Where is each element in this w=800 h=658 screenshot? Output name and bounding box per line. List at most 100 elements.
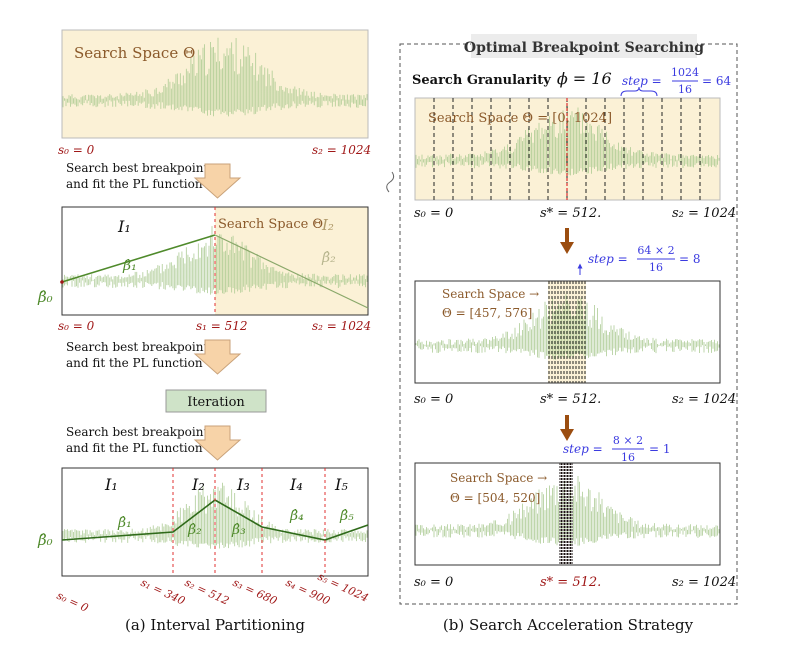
right-panel-2-step-result: = 8 (679, 252, 701, 266)
right-panel-3-range: Θ = [504, 520] (450, 491, 540, 505)
right-panel-2-search-label: Search Space → (442, 287, 539, 301)
iteration-box-frame (165, 389, 267, 413)
right-panel-2-grid-lines (548, 281, 586, 383)
right-panel-1-sstar-label: s* = 512. (540, 206, 601, 221)
right-panel-2-step-num: 64 × 2 (637, 244, 674, 257)
left-step-3: Search best breakpoint and fit the PL fu… (66, 425, 242, 461)
right-panel-2-sstar-label: s* = 512. (540, 392, 601, 407)
right-panel-3-step: step = 8 × 2 16 = 1 (563, 434, 671, 464)
left-panel-3-beta-3: β̂₃ (231, 522, 246, 538)
left-panel-3-interval-3: I₃ (236, 475, 250, 494)
left-panel-2-beta-0: β̂₀ (37, 288, 53, 306)
right-panel-2: Search Space → Θ = [457, 576] step = 64 … (414, 244, 736, 407)
right-panel-3-s2-label: s₂ = 1024 (672, 575, 736, 590)
left-panel-3-beta-4: β̂₄ (289, 508, 304, 524)
left-panel-3-beta-1: β̂₁ (117, 515, 132, 531)
tick-label-s2: s₂ = 512 (183, 576, 231, 608)
right-arrow-1 (560, 228, 574, 254)
right-header: Optimal Breakpoint Searching (464, 34, 704, 58)
down-arrow-icon (560, 242, 574, 254)
iteration-label: Iteration (187, 395, 245, 410)
left-step-1: Search best breakpoint and fit the PL fu… (66, 161, 242, 199)
left-step-1-line2: and fit the PL function (66, 177, 203, 191)
iteration-box: Iteration (165, 389, 267, 413)
right-panel-2-frame-outline (414, 280, 721, 384)
right-panel-3-sstar-label: s* = 512. (540, 575, 601, 590)
signal-trace (415, 106, 720, 176)
right-panel-1-step-den: 16 (678, 83, 692, 96)
left-panel-2-interval-1: I₁ (117, 217, 131, 236)
right-panel-1-step-result: = 64 (702, 74, 732, 88)
right-panel-3-step-num: 8 × 2 (613, 434, 643, 447)
right-panel-3-frame-outline (414, 462, 721, 566)
right-panel-1-step-num: 1024 (671, 66, 699, 79)
right-panel-3-s0-label: s₀ = 0 (414, 575, 453, 590)
left-panel-2-s1-label: s₁ = 512 (196, 319, 248, 333)
right-arrow-2 (560, 415, 574, 441)
left-panel-3-tick-labels: s₀ = 0 s₁ = 340 s₂ = 512 s₃ = 680 s₄ = 9… (55, 570, 371, 615)
down-arrow-icon (560, 429, 574, 441)
connector-squiggle (386, 171, 395, 193)
left-panel-1-title: Search Space Θ (74, 44, 195, 62)
right-panel-3-grid-lines (559, 463, 573, 565)
left-panel-2-search-label: Search Space Θ (218, 217, 323, 232)
signal-trace (62, 37, 368, 117)
left-panel-2-interval-2: I₂ (321, 216, 334, 234)
left-panel-3-interval-5: I₅ (334, 475, 348, 494)
down-arrow-icon (193, 163, 242, 199)
left-step-1-line1: Search best breakpoint (66, 161, 208, 175)
left-step-2-line1: Search best breakpoint (66, 340, 208, 354)
right-panel-3-step-den: 16 (621, 451, 635, 464)
left-panel-1: Search Space Θ s₀ = 0 s₂ = 1024 (58, 29, 371, 157)
caption-a: (a) Interval Partitioning (125, 616, 305, 634)
brace-icon (620, 86, 658, 97)
left-panel-3-beta-5: β̂₅ (339, 508, 354, 524)
left-step-3-line2: and fit the PL function (66, 441, 203, 455)
right-panel-2-step-den: 16 (649, 261, 663, 274)
tick-label-s0: s₀ = 0 (55, 589, 91, 615)
left-panel-2-beta-2: β̂₂ (321, 250, 336, 266)
right-panel-3-signal (415, 476, 720, 546)
right-panel-1: Search Space Θ = [0, 1024] step = 1024 1… (414, 66, 736, 221)
right-panel-2-signal (415, 294, 720, 360)
tick-label-s3: s₃ = 680 (231, 576, 279, 608)
signal-trace (415, 476, 720, 546)
left-step-2: Search best breakpoint and fit the PL fu… (66, 339, 242, 375)
right-panel-1-s0-label: s₀ = 0 (414, 206, 453, 221)
right-panel-2-s2-label: s₂ = 1024 (672, 392, 736, 407)
right-panel-2-step: step = 64 × 2 16 = 8 (577, 244, 701, 275)
left-panel-1-signal (62, 37, 368, 117)
left-panel-3-breakpoint-lines (172, 468, 326, 576)
left-panel-2-s2-label: s₂ = 1024 (312, 319, 371, 333)
left-panel-1-s0-label: s₀ = 0 (58, 143, 95, 157)
right-panel-3-step-result: = 1 (649, 442, 671, 456)
left-panel-2-endpoint (60, 280, 64, 284)
down-arrow-icon (193, 339, 242, 375)
signal-trace (415, 294, 720, 360)
left-panel-3-fit-line (61, 499, 369, 541)
left-step-3-line1: Search best breakpoint (66, 425, 208, 439)
right-panel-3: Search Space → Θ = [504, 520] step = 8 ×… (414, 434, 736, 590)
right-panel-2-s0-label: s₀ = 0 (414, 392, 453, 407)
right-panel-2-step-prefix: step = (588, 252, 628, 266)
left-panel-1-s2-label: s₂ = 1024 (312, 143, 371, 157)
tick-label-s1: s₁ = 340 (139, 576, 187, 608)
left-panel-3: I₁ I₂ I₃ I₄ I₅ β̂₀ β̂₁ β̂₂ β̂₃ β̂₄ β̂₅ s… (37, 467, 371, 615)
right-header-box (471, 34, 697, 58)
right-panel-2-range: Θ = [457, 576] (442, 306, 532, 320)
right-panel-1-step-prefix: step = (622, 74, 662, 88)
left-panel-2-s0-label: s₀ = 0 (58, 319, 95, 333)
right-panel-3-step-prefix: step = (563, 442, 603, 456)
left-panel-3-interval-4: I₄ (289, 475, 303, 494)
granularity-value: ϕ = 16 (557, 69, 612, 88)
caption-b: (b) Search Acceleration Strategy (443, 616, 694, 634)
granularity-label: Search Granularity ϕ = 16 (412, 69, 612, 88)
right-panel-1-s2-label: s₂ = 1024 (672, 206, 736, 221)
left-step-2-line2: and fit the PL function (66, 356, 203, 370)
right-panel-1-step: step = 1024 16 = 64 (620, 66, 732, 97)
down-arrow-icon (193, 425, 242, 461)
right-panel-1-signal (415, 106, 720, 176)
right-header-title: Optimal Breakpoint Searching (464, 40, 704, 56)
left-panel-2-beta-1: β̂₁ (122, 258, 137, 274)
